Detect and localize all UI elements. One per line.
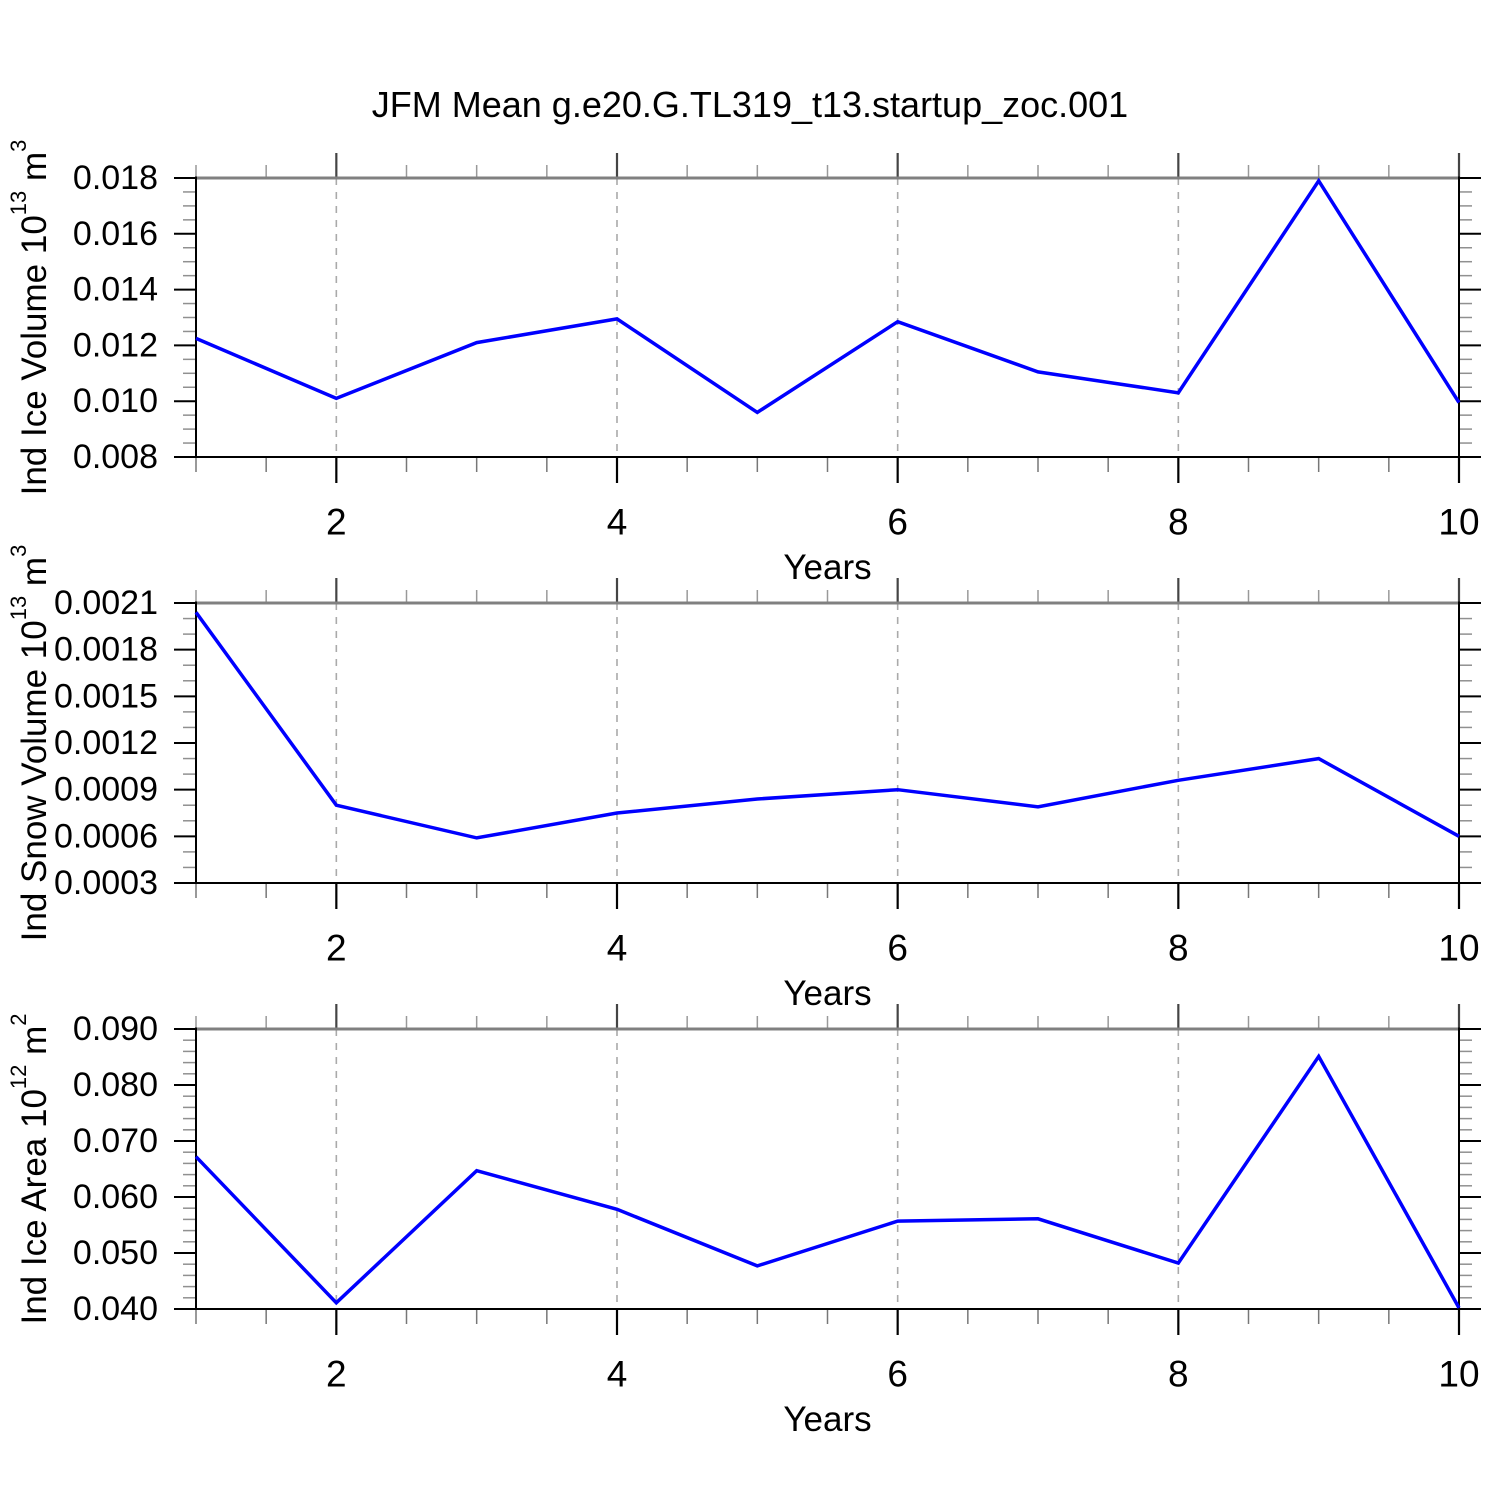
x-tick-label: 2 bbox=[326, 1354, 347, 1395]
x-tick-label: 10 bbox=[1438, 1354, 1479, 1395]
y-tick-label: 0.0003 bbox=[54, 864, 158, 902]
superscript: 3 bbox=[6, 140, 31, 152]
y-tick-label: 0.070 bbox=[73, 1122, 158, 1160]
y-tick-label: 0.014 bbox=[73, 271, 158, 309]
x-tick-label: 8 bbox=[1168, 1354, 1189, 1395]
y-axis-label: Ind Ice Area 1012 m2 bbox=[6, 1013, 54, 1324]
x-tick-label: 4 bbox=[607, 928, 628, 969]
y-axis-label: Ind Ice Volume 1013 m3 bbox=[6, 140, 54, 496]
y-axis-label: Ind Snow Volume 1013 m3 bbox=[6, 545, 54, 942]
y-tick-label: 0.060 bbox=[73, 1178, 158, 1216]
x-tick-label: 10 bbox=[1438, 928, 1479, 969]
superscript: 13 bbox=[6, 191, 31, 215]
series-line bbox=[194, 611, 1460, 840]
y-tick-label: 0.0021 bbox=[54, 584, 158, 622]
superscript: 12 bbox=[6, 1065, 31, 1089]
y-tick-label: 0.018 bbox=[73, 159, 158, 197]
superscript: 3 bbox=[6, 545, 31, 557]
x-axis-label: Years bbox=[783, 974, 871, 1013]
series-line bbox=[194, 1053, 1461, 1309]
label-text: Ind Ice Area 10 bbox=[15, 1089, 54, 1324]
y-tick-label: 0.080 bbox=[73, 1066, 158, 1104]
series-line bbox=[195, 177, 1461, 415]
x-axis-label: Years bbox=[783, 1400, 871, 1439]
y-tick-label: 0.090 bbox=[73, 1010, 158, 1048]
label-text: m bbox=[15, 152, 54, 191]
figure-title: JFM Mean g.e20.G.TL319_t13.startup_zoc.0… bbox=[371, 84, 1129, 125]
superscript: 13 bbox=[6, 596, 31, 620]
x-tick-label: 2 bbox=[326, 928, 347, 969]
y-tick-label: 0.008 bbox=[73, 438, 158, 476]
x-tick-label: 8 bbox=[1168, 502, 1189, 543]
x-tick-label: 6 bbox=[887, 928, 908, 969]
label-text: Years bbox=[783, 1400, 871, 1439]
label-text: Years bbox=[783, 974, 871, 1013]
y-tick-label: 0.012 bbox=[73, 326, 158, 364]
y-tick-label: 0.0009 bbox=[54, 771, 158, 809]
label-text: m bbox=[15, 1026, 54, 1065]
label-text: Years bbox=[783, 548, 871, 587]
superscript: 2 bbox=[6, 1013, 31, 1025]
label-text: Ind Ice Volume 10 bbox=[15, 215, 54, 495]
y-tick-label: 0.0018 bbox=[54, 631, 158, 669]
y-tick-label: 0.016 bbox=[73, 215, 158, 253]
y-tick-label: 0.0006 bbox=[54, 817, 158, 855]
y-tick-label: 0.010 bbox=[73, 382, 158, 420]
x-tick-label: 10 bbox=[1438, 502, 1479, 543]
label-text: m bbox=[15, 557, 54, 596]
x-axis-label: Years bbox=[783, 548, 871, 587]
x-tick-label: 4 bbox=[607, 502, 628, 543]
y-tick-label: 0.0012 bbox=[54, 724, 158, 762]
y-tick-label: 0.0015 bbox=[54, 677, 158, 715]
subplot-2: 0.0003 0.0006 0.0009 0.0012 0.0015 0.0018 0.00… bbox=[6, 545, 1481, 1013]
x-tick-label: 2 bbox=[326, 502, 347, 543]
subplot-1: 0.008 0.010 0.012 0.014 0.016 0.018 2 4 6 8 10 Year… bbox=[6, 140, 1481, 587]
x-tick-label: 8 bbox=[1168, 928, 1189, 969]
subplot-3: 0.040 0.050 0.060 0.070 0.080 0.090 2 4 6 8 10 Year… bbox=[6, 1004, 1481, 1439]
y-tick-label: 0.050 bbox=[73, 1234, 158, 1272]
y-tick-label: 0.040 bbox=[73, 1290, 158, 1328]
x-tick-label: 6 bbox=[887, 502, 908, 543]
x-tick-label: 6 bbox=[887, 1354, 908, 1395]
x-tick-label: 4 bbox=[607, 1354, 628, 1395]
label-text: Ind Snow Volume 10 bbox=[15, 620, 54, 941]
